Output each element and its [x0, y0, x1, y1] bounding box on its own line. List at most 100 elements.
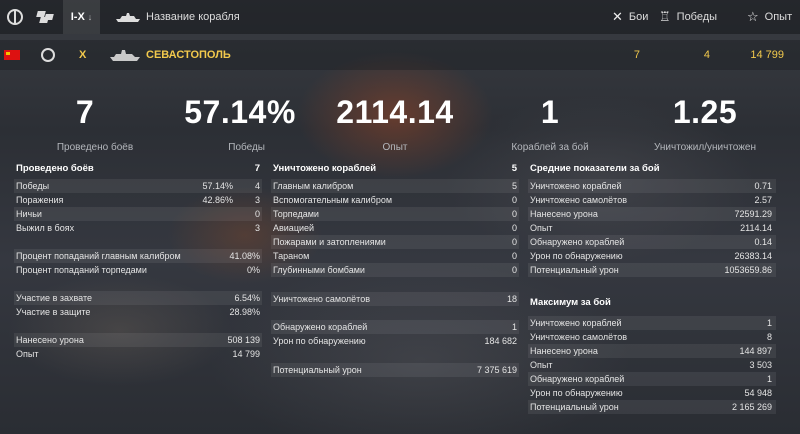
stat-row: Опыт 2114.14	[530, 222, 780, 235]
ship-name: СЕВАСТОПОЛЬ	[146, 49, 231, 61]
stat-label: Потенциальный урон	[530, 265, 619, 275]
stat-label: Потенциальный урон	[273, 365, 362, 375]
stat-label: Участие в защите	[16, 307, 91, 317]
stat-row: Потенциальный урон 7 375 619	[273, 364, 523, 377]
ussr-flag-icon	[4, 50, 20, 60]
average-per-battle-column: Средние показатели за бой Уничтожено кор…	[528, 160, 780, 280]
stat-value: 0.71	[754, 181, 772, 191]
stat-label: Опыт	[16, 349, 39, 359]
stat-row: Нанесено урона 508 139	[16, 334, 266, 347]
stat-row: Пожарами и затоплениями 0	[273, 236, 523, 249]
stat-value: 0	[254, 209, 260, 219]
stat-value: 8	[766, 332, 772, 342]
stat-label: Нанесено урона	[530, 209, 598, 219]
ship-tier: X	[79, 49, 87, 61]
filter-toolbar: I-X ↓ Название корабля ✕ Бои ♖ Победы ☆ …	[0, 0, 800, 34]
stat-label: Потенциальный урон	[530, 402, 619, 412]
stat-label: Вспомогательным калибром	[273, 195, 393, 205]
max-header: Максимум за бой	[530, 297, 611, 308]
stat-percent: 42.86%	[202, 195, 233, 205]
globe-icon[interactable]	[7, 9, 23, 25]
nation-flags-icon[interactable]	[36, 11, 54, 23]
ship-wins: 4	[703, 49, 710, 61]
stat-label: Выжил в боях	[16, 223, 75, 233]
ship-silhouette-icon	[110, 50, 140, 61]
stat-row: Урон по обнаружению 184 682	[273, 335, 523, 348]
stat-value: 0	[511, 265, 517, 275]
stat-value: 1	[766, 318, 772, 328]
stat-value: 5	[511, 181, 517, 191]
summary-battles-value: 7	[75, 94, 95, 130]
stat-row: Торпедами 0	[273, 208, 523, 221]
ship-silhouette-icon[interactable]	[116, 12, 140, 22]
stat-label: Нанесено урона	[530, 346, 598, 356]
stat-value: 508 139	[227, 335, 260, 345]
stat-value: 54 948	[744, 388, 772, 398]
summary-wins-value: 57.14%	[184, 94, 296, 130]
tier-filter-button[interactable]: I-X ↓	[63, 0, 100, 34]
stat-value: 72591.29	[734, 209, 772, 219]
stat-value: 3 503	[749, 360, 772, 370]
summary-ships-per-battle-value: 1	[540, 94, 560, 130]
stat-value: 6.54%	[234, 293, 260, 303]
crossed-swords-icon: ✕	[612, 9, 623, 24]
sort-wins-label: Победы	[676, 11, 718, 23]
sort-wins-button[interactable]: ♖ Победы	[659, 9, 717, 25]
stat-label: Обнаружено кораблей	[530, 374, 625, 384]
stat-value: 26383.14	[734, 251, 772, 261]
stat-value: 2.57	[754, 195, 772, 205]
stat-row: Главным калибром 5	[273, 180, 523, 193]
summary-ships-per-battle-caption: Кораблей за бой	[511, 142, 589, 153]
stat-row: Вспомогательным калибром 0	[273, 194, 523, 207]
stat-row: Уничтожено самолётов 18	[273, 293, 523, 306]
stat-row: Уничтожено кораблей 0.71	[530, 180, 780, 193]
sort-battles-button[interactable]: ✕ Бои	[612, 9, 648, 25]
trophy-icon: ♖	[659, 9, 671, 24]
stat-label: Уничтожено самолётов	[273, 294, 370, 304]
stat-value: 14 799	[232, 349, 260, 359]
ship-row[interactable]: X СЕВАСТОПОЛЬ 7 4 14 799	[0, 40, 800, 70]
summary-battles-caption: Проведено боёв	[56, 142, 134, 153]
kills-column: Уничтожено кораблей 5 Главным калибром 5…	[271, 160, 523, 380]
stat-row: Уничтожено самолётов 2.57	[530, 194, 780, 207]
stat-label: Ничьи	[16, 209, 42, 219]
stat-label: Поражения	[16, 195, 64, 205]
sort-arrow-icon: ↓	[87, 12, 93, 22]
stat-row: Обнаружено кораблей 1	[273, 321, 523, 334]
summary-kd-caption: Уничтожил/уничтожен	[653, 142, 757, 153]
stat-value: 18	[506, 294, 517, 304]
stat-label: Опыт	[530, 360, 553, 370]
summary-exp-caption: Опыт	[382, 142, 408, 153]
sort-exp-label: Опыт	[764, 11, 793, 23]
stat-row: Урон по обнаружению 54 948	[530, 387, 780, 400]
summary-wins-caption: Победы	[228, 142, 265, 153]
summary-exp-value: 2114.14	[336, 94, 454, 130]
stat-label: Обнаружено кораблей	[530, 237, 625, 247]
stat-value: 0	[511, 251, 517, 261]
stat-row: Обнаружено кораблей 0.14	[530, 236, 780, 249]
stat-label: Процент попаданий торпедами	[16, 265, 147, 275]
stat-row: Потенциальный урон 1053659.86	[530, 264, 780, 277]
stat-row: Опыт 14 799	[16, 348, 266, 361]
general-stats-column: Проведено боёв 7 Победы 57.14% 4 Поражен…	[14, 160, 266, 370]
stat-label: Победы	[16, 181, 50, 191]
stat-value: 0.14	[754, 237, 772, 247]
stat-value: 3	[254, 223, 260, 233]
max-per-battle-column: Максимум за бой Уничтожено кораблей 1 Ун…	[528, 294, 780, 419]
stat-value: 4	[254, 181, 260, 191]
ship-name-column-header[interactable]: Название корабля	[146, 11, 240, 23]
stat-percent: 57.14%	[202, 181, 233, 191]
stat-label: Процент попаданий главным калибром	[16, 251, 181, 261]
kills-header: Уничтожено кораблей	[273, 163, 377, 174]
stat-label: Глубинными бомбами	[273, 265, 365, 275]
sort-battles-label: Бои	[628, 11, 649, 23]
stat-row: Нанесено урона 72591.29	[530, 208, 780, 221]
stat-value: 0	[511, 237, 517, 247]
stat-row: Победы 57.14% 4	[16, 180, 266, 193]
sort-exp-button[interactable]: ☆ Опыт	[747, 9, 792, 25]
tier-filter-label: I-X	[70, 11, 85, 23]
stat-value: 144 897	[739, 346, 772, 356]
general-stats-header: Проведено боёв	[16, 163, 94, 174]
stat-row: Тараном 0	[273, 250, 523, 263]
general-stats-header-value: 7	[254, 163, 260, 174]
